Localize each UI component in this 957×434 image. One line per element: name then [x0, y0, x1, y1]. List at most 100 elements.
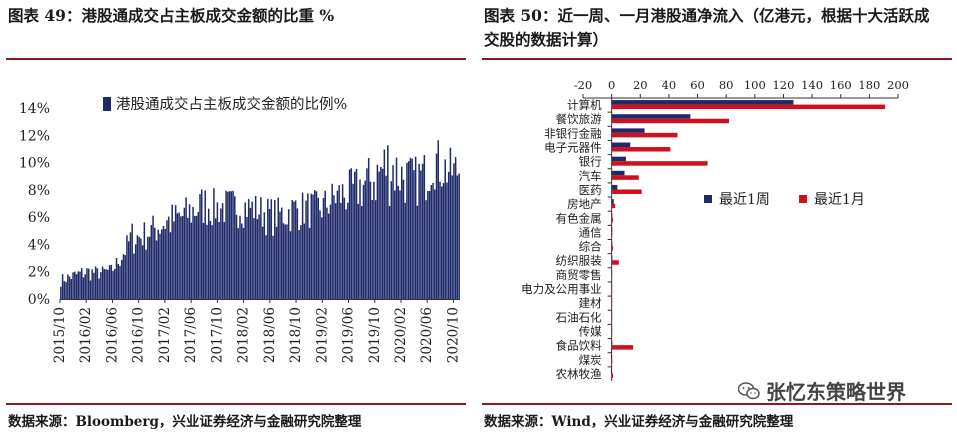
- ratio-bar: [326, 207, 328, 299]
- ratio-bar: [451, 175, 453, 299]
- ratio-bar: [101, 266, 104, 299]
- ratio-bar: [223, 222, 226, 299]
- legend-label-month: 最近1月: [814, 192, 865, 208]
- ratio-bar: [456, 175, 459, 299]
- ratio-bar: [369, 181, 372, 299]
- right-chart-title: 图表 50：近一周、一月港股通净流入（亿港元，根据十大活跃成交股的数据计算）: [484, 6, 930, 49]
- ratio-bar: [310, 193, 313, 299]
- ratio-bar: [282, 223, 285, 299]
- ratio-bar: [60, 286, 62, 299]
- category-label: 农林牧渔: [556, 367, 602, 381]
- ratio-bar: [307, 193, 309, 299]
- ratio-bar: [402, 179, 405, 299]
- bar-month: [611, 132, 678, 138]
- ratio-bar: [67, 274, 69, 299]
- ratio-bar: [374, 200, 377, 299]
- ratio-bar: [305, 200, 307, 299]
- ratio-bar: [134, 244, 137, 299]
- bar-week: [611, 213, 613, 218]
- category-label: 纺织服装: [556, 254, 602, 268]
- ratio-bar: [136, 235, 139, 299]
- ratio-bar: [267, 198, 269, 299]
- ratio-bar: [148, 236, 151, 299]
- ratio-bar: [329, 204, 332, 299]
- ratio-bar: [80, 268, 83, 299]
- x-tick-label: 2017/02: [157, 307, 173, 363]
- ratio-bar: [180, 216, 182, 299]
- bar-week: [611, 269, 613, 275]
- ratio-bar: [425, 200, 427, 299]
- ratio-bar: [120, 259, 123, 299]
- bar-week: [611, 142, 631, 148]
- ratio-bar: [164, 228, 166, 299]
- ratio-bar: [126, 235, 128, 299]
- bar-month: [611, 373, 614, 378]
- x-tick-label: 180: [858, 78, 880, 92]
- bar-month: [611, 316, 613, 322]
- legend-swatch: [103, 97, 111, 111]
- y-tick-label: 10%: [19, 156, 50, 172]
- ratio-bar: [392, 165, 394, 299]
- bar-week: [611, 298, 613, 303]
- ratio-bar: [194, 215, 196, 299]
- x-tick-label: 2015/10: [52, 307, 68, 363]
- category-label: 有色金属: [556, 211, 602, 225]
- x-tick-label: 2018/10: [288, 307, 304, 363]
- ratio-bar: [253, 218, 255, 299]
- ratio-bar: [411, 158, 413, 299]
- x-tick-label: 2016/02: [78, 307, 94, 363]
- category-label: 餐饮旅游: [556, 112, 602, 126]
- ratio-bar: [381, 168, 384, 299]
- bar-week: [611, 241, 613, 247]
- ratio-bar: [91, 269, 93, 299]
- ratio-bar: [413, 170, 415, 299]
- y-tick-label: 14%: [19, 101, 50, 117]
- bar-month: [611, 246, 614, 251]
- bar-week: [610, 354, 612, 360]
- ratio-bar: [74, 271, 76, 299]
- ratio-bar: [79, 271, 81, 299]
- y-tick-label: 8%: [28, 183, 50, 199]
- ratio-bar: [209, 220, 212, 299]
- x-tick-label: 2020/10: [445, 307, 461, 363]
- category-label: 建材: [579, 296, 602, 310]
- bar-month: [611, 203, 616, 209]
- bar-week: [611, 284, 613, 289]
- ratio-bar: [265, 235, 267, 299]
- ratio-bar: [312, 194, 314, 299]
- ratio-bar: [458, 173, 460, 299]
- category-label: 计算机: [567, 98, 602, 112]
- ratio-bar: [87, 268, 90, 299]
- ratio-bar: [399, 190, 401, 299]
- ratio-bar: [334, 203, 337, 299]
- ratio-bar: [169, 232, 172, 299]
- ratio-bar: [440, 186, 443, 299]
- ratio-bar: [110, 264, 113, 299]
- ratio-bar: [333, 195, 335, 299]
- ratio-bar: [446, 182, 448, 299]
- ratio-bar: [319, 210, 321, 299]
- x-tick-label: 0: [608, 78, 615, 92]
- ratio-bar: [100, 272, 102, 299]
- bar-month: [611, 217, 614, 223]
- category-label: 煤炭: [579, 353, 602, 367]
- ratio-bar: [211, 225, 213, 299]
- ratio-bar: [246, 216, 248, 299]
- ratio-bar: [141, 245, 144, 299]
- ratio-bar: [308, 227, 311, 299]
- ratio-bar: [61, 274, 64, 299]
- ratio-bar: [338, 185, 340, 299]
- ratio-bar: [112, 270, 114, 299]
- ratio-bar: [347, 202, 349, 299]
- ratio-bar: [216, 202, 219, 299]
- ratio-bar: [287, 209, 290, 299]
- x-tick-label: 120: [772, 78, 794, 92]
- ratio-bar: [394, 190, 396, 299]
- bar-month: [611, 274, 613, 279]
- bar-week: [611, 227, 613, 232]
- ratio-bar: [447, 171, 450, 299]
- ratio-bar: [380, 166, 382, 299]
- ratio-bar: [341, 184, 344, 299]
- ratio-bar: [352, 183, 354, 299]
- ratio-bar: [256, 219, 259, 299]
